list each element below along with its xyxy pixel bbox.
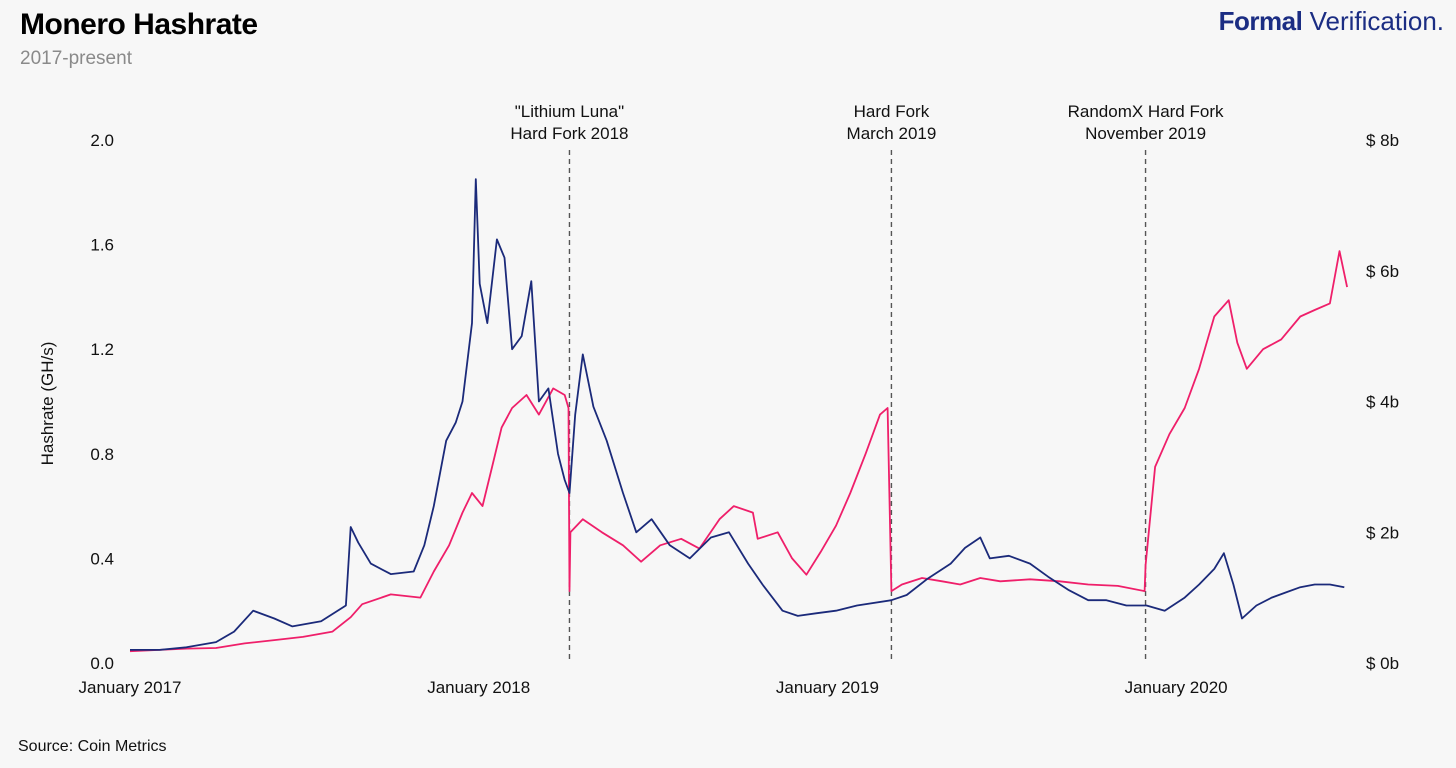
series-layer: [129, 178, 1348, 653]
annotation-label: November 2019: [1085, 124, 1206, 143]
market-cap-line: [129, 250, 1348, 653]
chart-subtitle: 2017-present: [20, 48, 132, 69]
annotation-label: Hard Fork: [854, 102, 930, 121]
brand-bold-text: Formal: [1218, 6, 1303, 36]
brand-logo: Formal Verification.: [1219, 6, 1444, 37]
annotation-label: Hard Fork 2018: [510, 124, 628, 143]
y-tick-label: 1.6: [90, 236, 114, 255]
y2-tick-label: $ 2b: [1366, 523, 1399, 542]
y2-tick-label: $ 4b: [1366, 393, 1399, 412]
x-tick-label: January 2017: [78, 678, 181, 697]
annotation-layer: "Lithium Luna" Hard Fork 2018 Hard Fork Mar…: [510, 102, 1224, 663]
y-tick-label: 0.8: [90, 445, 114, 464]
brand-regular-text: Verification.: [1309, 6, 1444, 36]
annotation-label: RandomX Hard Fork: [1068, 102, 1224, 121]
y-axis-label: Hashrate (GH/s): [38, 342, 57, 466]
y2-tick-label: $ 6b: [1366, 262, 1399, 281]
y2-tick-label: $ 8b: [1366, 131, 1399, 150]
x-tick-label: January 2018: [427, 678, 530, 697]
y-tick-label: 1.2: [90, 340, 114, 359]
chart-title: Monero Hashrate: [20, 8, 258, 41]
x-tick-label: January 2019: [776, 678, 879, 697]
y-tick-label: 0.0: [90, 654, 114, 673]
x-tick-label: January 2020: [1125, 678, 1228, 697]
y-tick-label: 2.0: [90, 131, 114, 150]
axes-layer: 0.0 0.4 0.8 1.2 1.6 2.0 $ 0b $ 2b $ 4b $ 6b $ 8b Ja…: [38, 131, 1399, 697]
annotation-label: "Lithium Luna": [515, 102, 624, 121]
source-note: Source: Coin Metrics: [18, 738, 167, 755]
annotation-label: March 2019: [847, 124, 937, 143]
y-tick-label: 0.4: [90, 549, 114, 568]
hashrate-line: [130, 178, 1345, 651]
y2-tick-label: $ 0b: [1366, 654, 1399, 673]
